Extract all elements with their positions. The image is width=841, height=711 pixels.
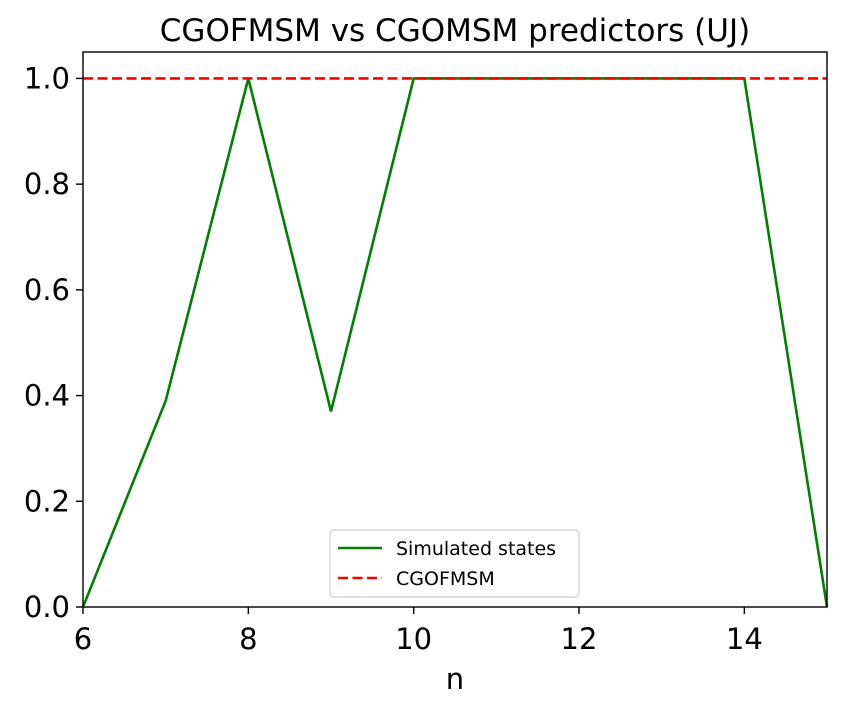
x-tick-label: 10 xyxy=(395,622,432,656)
x-tick-label: 14 xyxy=(726,622,763,656)
y-tick-label: 0.6 xyxy=(24,273,70,307)
y-tick-label: 0.8 xyxy=(24,167,70,201)
x-tick-label: 6 xyxy=(74,622,92,656)
chart-title: CGOFMSM vs CGOMSM predictors (UJ) xyxy=(160,13,750,49)
plot-area: 6 8 10 12 14 0.0 0.2 0.4 0.6 0.8 1.0 xyxy=(24,51,829,656)
y-tick-label: 1.0 xyxy=(24,61,70,95)
legend: Simulated states CGOFMSM xyxy=(329,529,580,598)
y-tick-label: 0.0 xyxy=(24,590,70,624)
x-tick-label: 8 xyxy=(239,622,257,656)
x-tick-label: 12 xyxy=(561,622,598,656)
plot-frame xyxy=(82,51,828,608)
legend-box xyxy=(329,529,580,598)
legend-label-1: Simulated states xyxy=(396,538,556,560)
legend-label-2: CGOFMSM xyxy=(396,568,495,590)
x-axis-label: n xyxy=(446,662,464,696)
y-tick-label: 0.4 xyxy=(24,379,70,413)
y-tick-label: 0.2 xyxy=(24,484,70,518)
